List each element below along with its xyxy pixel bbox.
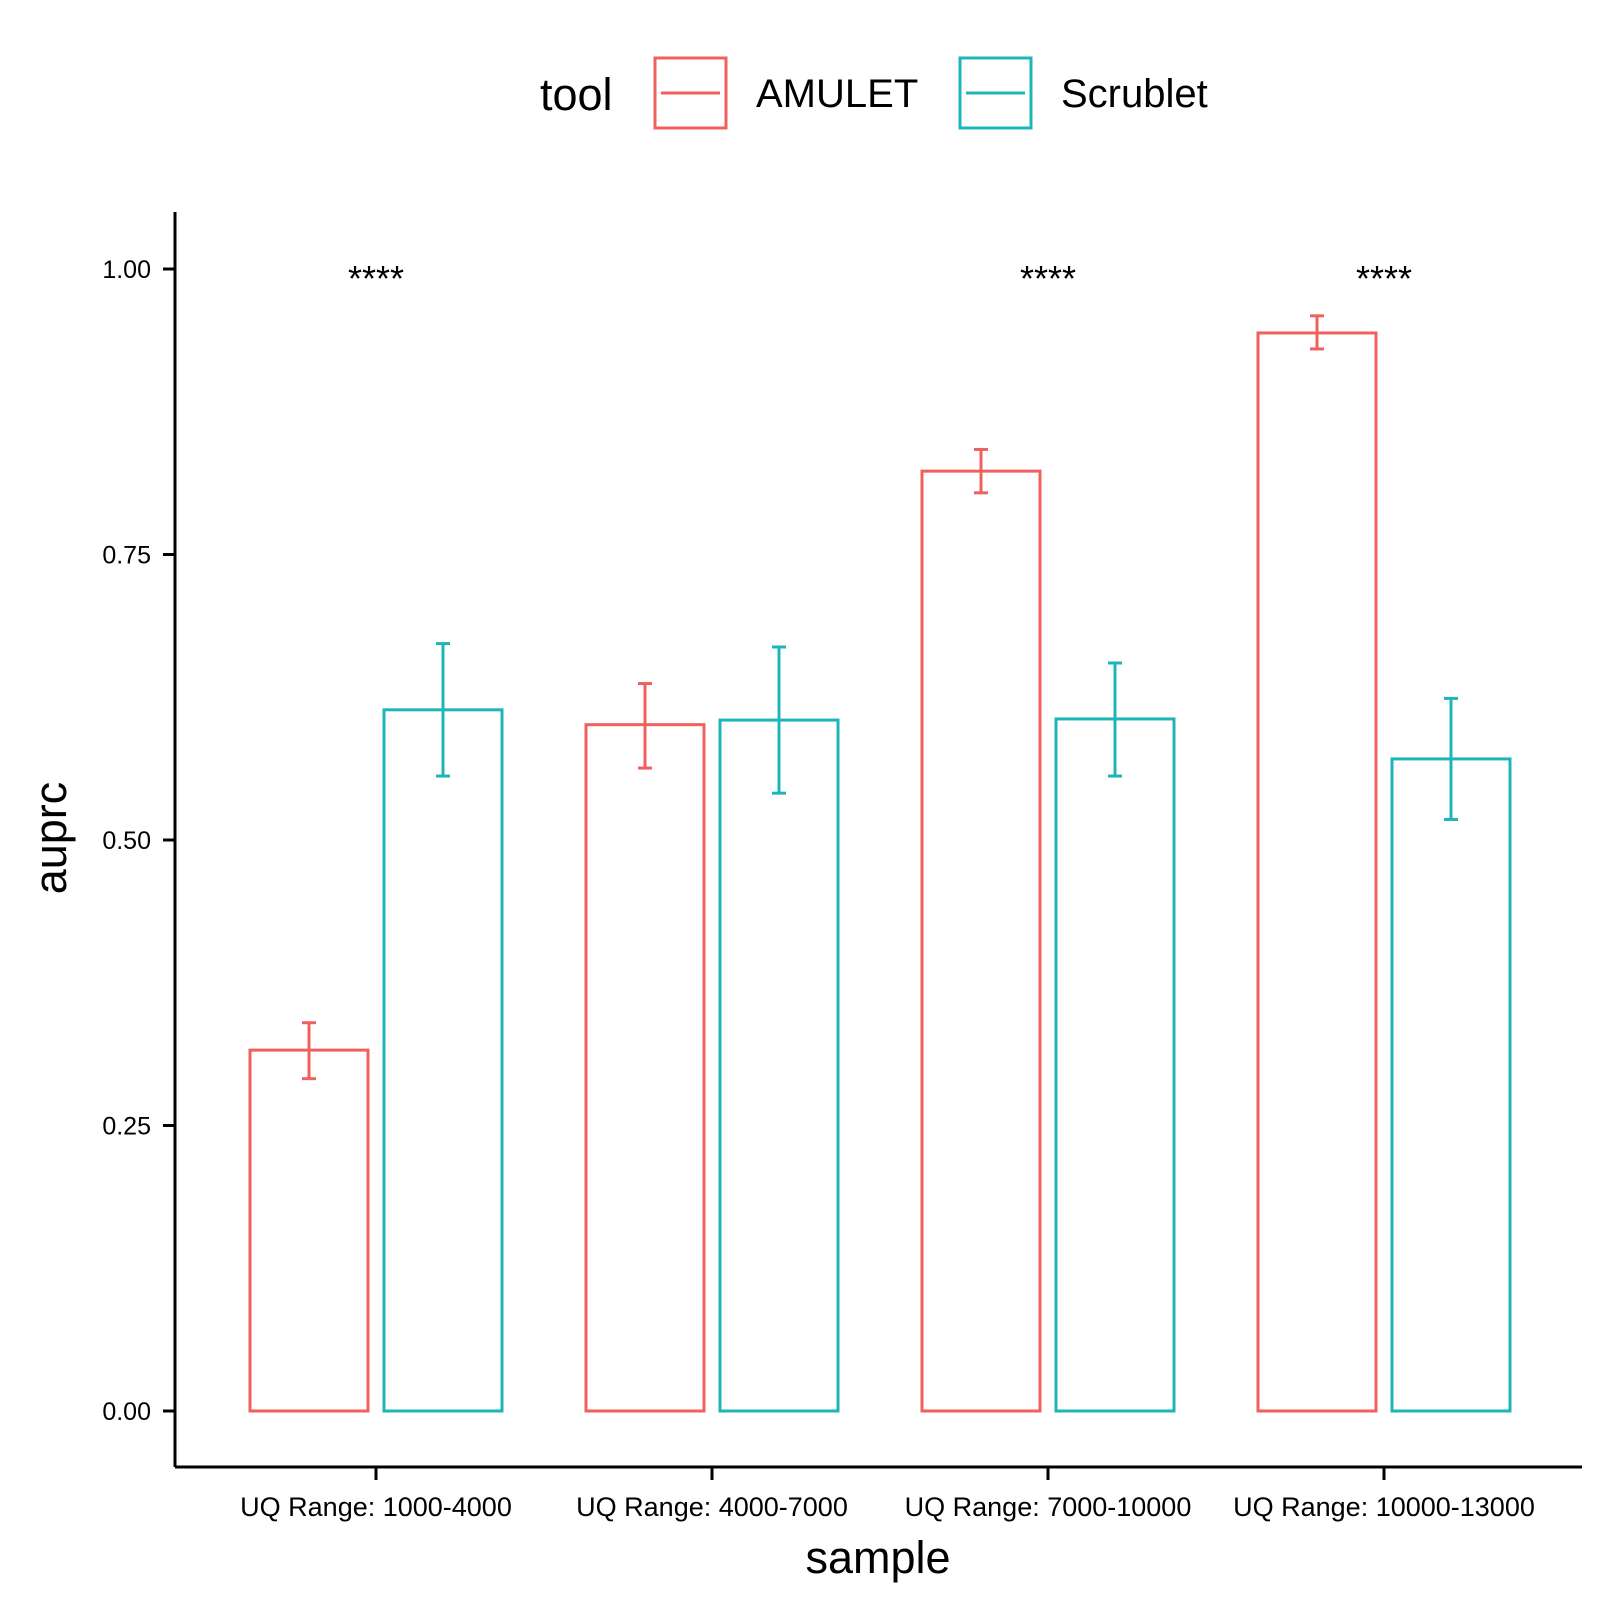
y-tick-label: 0.00	[102, 1398, 151, 1426]
x-tick-label: UQ Range: 10000-13000	[1233, 1492, 1535, 1522]
significance-label: ****	[1020, 258, 1076, 299]
error-bar-scrublet	[1108, 661, 1122, 778]
bar-scrublet	[382, 708, 504, 1413]
bar-scrublet	[1054, 717, 1176, 1413]
x-axis-ticks: UQ Range: 1000-4000 UQ Range: 4000-7000 UQ…	[240, 1467, 1535, 1522]
error-bar-amulet	[302, 1021, 316, 1081]
y-axis-title: auprc	[25, 782, 76, 895]
error-bar-scrublet	[772, 645, 786, 795]
y-axis-ticks: 0.00 0.25 0.50 0.75 1.00	[102, 256, 175, 1426]
y-tick-label: 0.25	[102, 1113, 151, 1141]
x-tick-label: UQ Range: 4000-7000	[576, 1492, 848, 1522]
legend: tool AMULET Scrublet	[540, 56, 1208, 130]
x-axis-title: sample	[805, 1532, 950, 1583]
error-bar-amulet	[974, 447, 988, 495]
bar-amulet	[248, 1048, 370, 1413]
significance-label: ****	[348, 258, 404, 299]
bar-scrublet	[718, 718, 840, 1413]
x-tick-label: UQ Range: 7000-10000	[905, 1492, 1192, 1522]
y-tick-label: 0.75	[102, 542, 151, 570]
plot-area: **** **** ****	[248, 258, 1512, 1413]
error-bar-amulet	[1310, 314, 1324, 351]
legend-item-scrublet: Scrublet	[958, 56, 1208, 130]
error-bar-scrublet	[1444, 696, 1458, 821]
legend-key-amulet	[653, 56, 728, 130]
legend-item-amulet: AMULET	[653, 56, 918, 130]
error-bar-scrublet	[436, 642, 450, 778]
legend-title: tool	[540, 69, 613, 120]
legend-label-scrublet: Scrublet	[1061, 72, 1208, 116]
bar-amulet	[920, 469, 1042, 1413]
bar-scrublet	[1390, 757, 1512, 1413]
legend-label-amulet: AMULET	[756, 72, 918, 116]
significance-label: ****	[1356, 258, 1412, 299]
error-bar-amulet	[638, 682, 652, 770]
y-tick-label: 1.00	[102, 256, 151, 284]
legend-key-scrublet	[958, 56, 1033, 130]
bar-amulet	[584, 723, 706, 1413]
bar-amulet	[1256, 331, 1378, 1413]
x-tick-label: UQ Range: 1000-4000	[240, 1492, 512, 1522]
y-tick-label: 0.50	[102, 827, 151, 855]
